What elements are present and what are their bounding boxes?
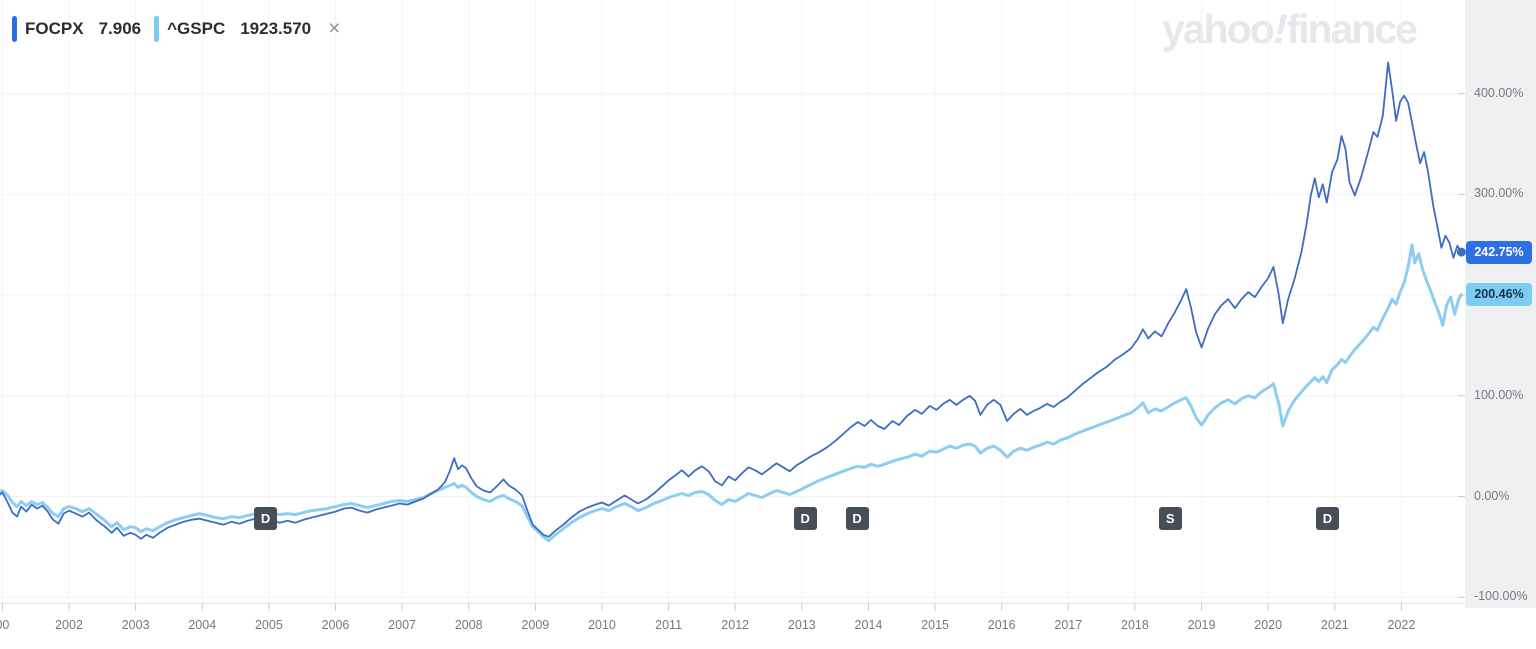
x-axis-label: 00 <box>0 618 10 632</box>
gspc-symbol-label: ^GSPC <box>167 19 226 38</box>
x-axis-label: 2008 <box>454 618 483 632</box>
watermark-yahoo: yahoo <box>1162 6 1275 52</box>
x-axis-label: 2007 <box>388 618 417 632</box>
series-end-dot <box>1456 247 1466 257</box>
x-axis-label: 2015 <box>921 618 949 632</box>
series-line-focpx <box>0 61 1463 540</box>
x-axis-label: 2018 <box>1121 618 1149 632</box>
x-axis-label: 2020 <box>1254 618 1283 632</box>
x-axis-label: 2011 <box>655 618 683 632</box>
x-axis-label: 2014 <box>854 618 883 632</box>
x-axis-label: 2017 <box>1054 618 1083 632</box>
x-axis-label: 2013 <box>787 618 816 632</box>
x-axis-label: 2004 <box>188 618 217 632</box>
x-axis-label: 2003 <box>121 618 150 632</box>
price-badge-focpx: 242.75% <box>1466 240 1532 264</box>
series-line-gspc <box>0 243 1463 543</box>
x-axis-label: 2021 <box>1320 618 1349 632</box>
legend-item-gspc[interactable]: ^GSPC 1923.570 <box>154 16 311 42</box>
event-marker-d[interactable]: D <box>254 507 278 530</box>
event-marker-d[interactable]: D <box>1315 507 1339 530</box>
event-marker-d[interactable]: D <box>845 507 869 530</box>
y-axis-label: 400.00% <box>1474 85 1524 100</box>
gspc-price-value: 1923.570 <box>240 19 312 38</box>
focpx-price-value: 7.906 <box>98 19 142 38</box>
x-axis-label: 2009 <box>521 618 550 632</box>
y-axis-label: 300.00% <box>1474 186 1524 201</box>
x-axis-label: 2006 <box>321 618 350 632</box>
yahoo-finance-watermark: yahoo!finance <box>1162 6 1418 53</box>
focpx-symbol-label: FOCPX <box>25 19 84 38</box>
x-axis-label: 2022 <box>1387 618 1416 632</box>
x-axis-label: 2002 <box>55 618 83 632</box>
y-axis-label: -100.00% <box>1474 589 1528 604</box>
event-marker-d[interactable]: D <box>793 507 817 530</box>
x-axis-label: 2005 <box>254 618 283 632</box>
legend-item-focpx[interactable]: FOCPX 7.906 <box>12 16 141 42</box>
event-marker-s[interactable]: S <box>1158 507 1182 530</box>
close-icon[interactable]: × <box>328 17 341 40</box>
x-axis-label: 2016 <box>987 618 1016 632</box>
y-axis-label: 100.00% <box>1474 387 1524 402</box>
y-axis-label: 0.00% <box>1474 488 1510 503</box>
x-axis-label: 2010 <box>588 618 616 632</box>
gspc-color-bar <box>154 16 160 42</box>
x-axis-label: 2019 <box>1187 618 1216 632</box>
focpx-color-bar <box>12 16 17 42</box>
chart-legend: FOCPX 7.906 ^GSPC 1923.570 × <box>12 16 344 42</box>
watermark-finance: finance <box>1286 6 1418 52</box>
price-badge-gspc: 200.46% <box>1466 283 1532 307</box>
x-axis-label: 2012 <box>721 618 750 632</box>
